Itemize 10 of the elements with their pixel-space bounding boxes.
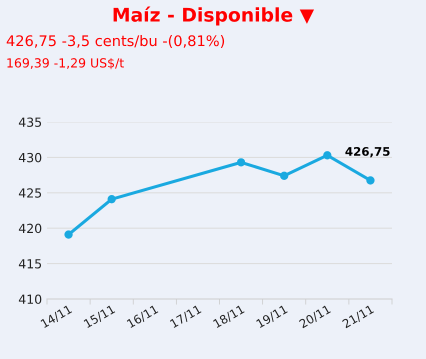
annotation: 426,75 bbox=[345, 146, 390, 158]
y-tick-label: 430 bbox=[18, 152, 42, 162]
text: 169,39 -1,29 US$/t bbox=[7, 58, 124, 70]
y-tick-label: 435 bbox=[18, 117, 42, 127]
y-tick-label: 420 bbox=[18, 224, 42, 234]
chart-title: Maíz - Disponible ▼ bbox=[114, 6, 314, 26]
y-tick-label: 415 bbox=[18, 259, 42, 269]
y-tick-label: 425 bbox=[18, 188, 42, 198]
y-tick-label: 410 bbox=[18, 294, 42, 304]
chart-subtitle: 426,75 -3,5 cents/bu -(0,81%) bbox=[6, 34, 224, 48]
